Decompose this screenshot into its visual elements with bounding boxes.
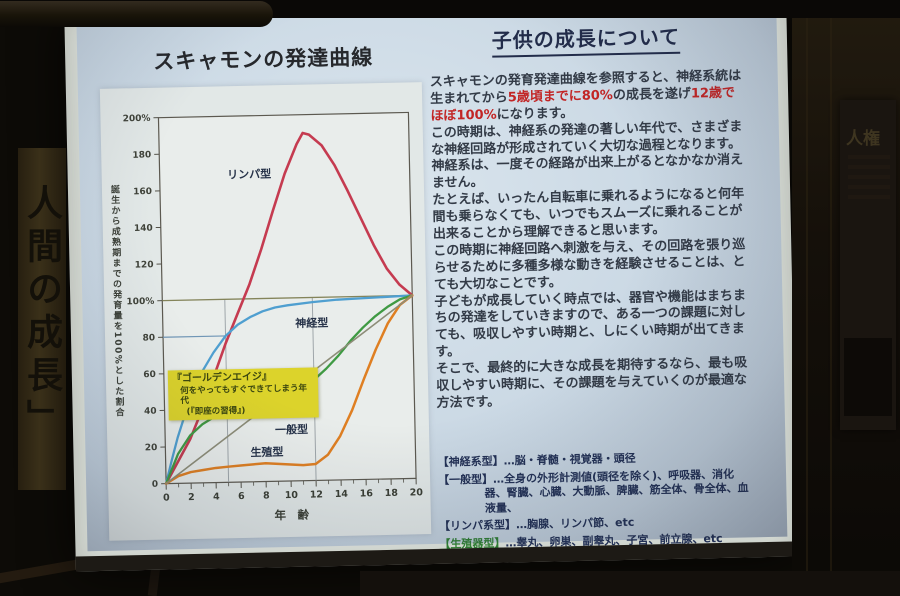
body-text: になります。 (496, 105, 574, 123)
screen-roller-bar (0, 1, 273, 27)
wall-poster: 人権 (840, 100, 896, 430)
paragraph: 子どもが成長していく時点では、器官や機能はまちまちの発達をしていきますので、ある… (434, 288, 749, 362)
legend-text: …胸腺、リンパ節、etc (515, 515, 635, 532)
wall-frame-line (806, 0, 808, 596)
paragraph: この時期に神経回路へ刺激を与え、その回路を張り巡らせるために多種多様な動きを経験… (433, 237, 748, 294)
slide-title-text: 子供の成長について (491, 20, 681, 58)
body-text: そこで、最終的に大きな成長を期待するなら、最も吸収しやすい時期に、その課題を与え… (435, 355, 748, 411)
body-paragraphs: スキャモンの発育発達曲線を参照すると、神経系統は生まれてから5歳頃までに80%の… (430, 68, 752, 452)
legend-text: …全身の外形計測値(頭径を除く)、呼吸器、消化器、腎臓、心臓、大動脈、脾臓、筋全… (484, 467, 749, 515)
y-tick-label: 160 (133, 187, 152, 197)
curve-genital (164, 294, 414, 485)
y-tick-label: 60 (143, 370, 156, 380)
y-tick-label: 40 (144, 407, 157, 417)
y-tick-label: 200% (123, 114, 151, 125)
y-tick-label: 0 (152, 480, 158, 490)
poster-text-line (848, 185, 890, 189)
poster-image-block (844, 338, 892, 416)
golden-age-box: 『ゴールデンエイジ』 何をやってもすぐできてしまう年代 (『即座の習得』) (167, 367, 319, 421)
type-legend: 【神経系型】…脳・脊髄・視覚器・頭径 【一般型】…全身の外形計測値(頭径を除く)、… (438, 449, 754, 555)
floor-edge (360, 571, 900, 596)
body-text: 子どもが成長していく時点では、器官や機能はまちまちの発達をしていきますので、ある… (434, 287, 747, 361)
x-tick-label: 2 (188, 492, 195, 503)
golden-age-text-line: (『即座の習得』) (186, 405, 246, 417)
curve-label-neural: 神経型 (295, 315, 328, 330)
x-tick-label: 18 (385, 488, 399, 499)
body-text: この時期は、神経系の発達の著しい年代で、さまざまな神経回路が形成されていく大切な… (430, 119, 743, 158)
x-tick-label: 14 (335, 489, 349, 500)
x-tick-label: 10 (285, 490, 299, 501)
projection-screen: スキャモンの発達曲線 200% 180 160 140 120 100% 80 60 40 20 0… (64, 0, 798, 572)
y-tick-label: 120 (135, 260, 154, 270)
legend-bracket: 【一般型】 (437, 472, 494, 487)
y-tick-label: 140 (134, 224, 153, 234)
presentation-slide: スキャモンの発達曲線 200% 180 160 140 120 100% 80 60 40 20 0… (76, 2, 788, 552)
wall-scroll: 人間の成長」 (18, 148, 66, 490)
paragraph: そこで、最終的に大きな成長を期待するなら、最も吸収しやすい時期に、その課題を与え… (436, 355, 751, 412)
body-text: の成長を遂げ (612, 86, 692, 104)
y-tick-label: 20 (145, 443, 158, 453)
x-tick-label: 16 (360, 488, 374, 499)
growth-chart-svg: 200% 180 160 140 120 100% 80 60 40 20 00 2 4 6 8 10 12 14… (123, 111, 424, 523)
right-wall: 人権 (792, 0, 900, 596)
x-tick-label: 12 (310, 489, 323, 500)
text-column: 子供の成長について スキャモンの発育発達曲線を参照すると、神経系統は生まれてから… (429, 15, 754, 550)
wall-frame-line (830, 0, 832, 596)
chart-title: スキャモンの発達曲線 (153, 45, 374, 74)
body-text: 神経系は、一度その経路が出来上がるとなかなか消えません。 (431, 152, 744, 192)
x-tick-label: 0 (163, 493, 170, 504)
growth-chart-panel: 200% 180 160 140 120 100% 80 60 40 20 0 0 2 4 6 8 10 12 14… (99, 82, 432, 541)
x-tick-label: 4 (213, 491, 220, 502)
poster-text-line (848, 195, 890, 199)
curve-label-general: 一般型 (275, 422, 308, 437)
paragraph: たとえば、いったん自転車に乗れるようになると何年間も乗らなくても、いつでもスムー… (432, 187, 747, 244)
y-tick-label: 80 (142, 333, 155, 343)
legend-bracket: 【リンパ系型】 (438, 518, 517, 533)
x-tick-label: 20 (410, 487, 424, 498)
x-tick-label: 8 (263, 490, 270, 501)
poster-text-line (848, 165, 890, 169)
y-tick-label: 180 (132, 150, 151, 160)
legend-bracket: 【神経系型】 (437, 454, 504, 469)
poster-text-line (848, 175, 890, 179)
body-text: たとえば、いったん自転車に乗れるようになると何年間も乗らなくても、いつでもスムー… (432, 186, 745, 242)
golden-age-text-line: 何をやってもすぐできてしまう年代 (180, 383, 308, 407)
legend-item: 【一般型】…全身の外形計測値(頭径を除く)、呼吸器、消化器、腎臓、心臓、大動脈、… (438, 467, 753, 517)
y-tick-label: 100% (126, 297, 154, 308)
x-tick-label: 6 (238, 491, 245, 502)
poster-text-line (848, 155, 890, 159)
legend-text: …脳・脊髄・視覚器・頭径 (503, 451, 636, 468)
body-text: この時期に神経回路へ刺激を与え、その回路を張り巡らせるために多種多様な動きを経験… (433, 237, 746, 293)
wall-scroll-text: 人間の成長」 (21, 184, 63, 442)
curve-label-genital: 生殖型 (250, 445, 283, 460)
gridline-100pct (162, 294, 413, 302)
gridline-80pct (163, 335, 226, 338)
wall-poster-title: 人権 (846, 129, 880, 149)
paragraph: スキャモンの発育発達曲線を参照すると、神経系統は生まれてから5歳頃までに80%の… (430, 68, 745, 125)
x-axis-label: 年 齢 (274, 508, 309, 523)
slide-title: 子供の成長について (429, 19, 744, 59)
curve-label-lymphoid: リンパ型 (227, 167, 271, 182)
highlight-text: 5歳頃までに80% (507, 88, 614, 106)
